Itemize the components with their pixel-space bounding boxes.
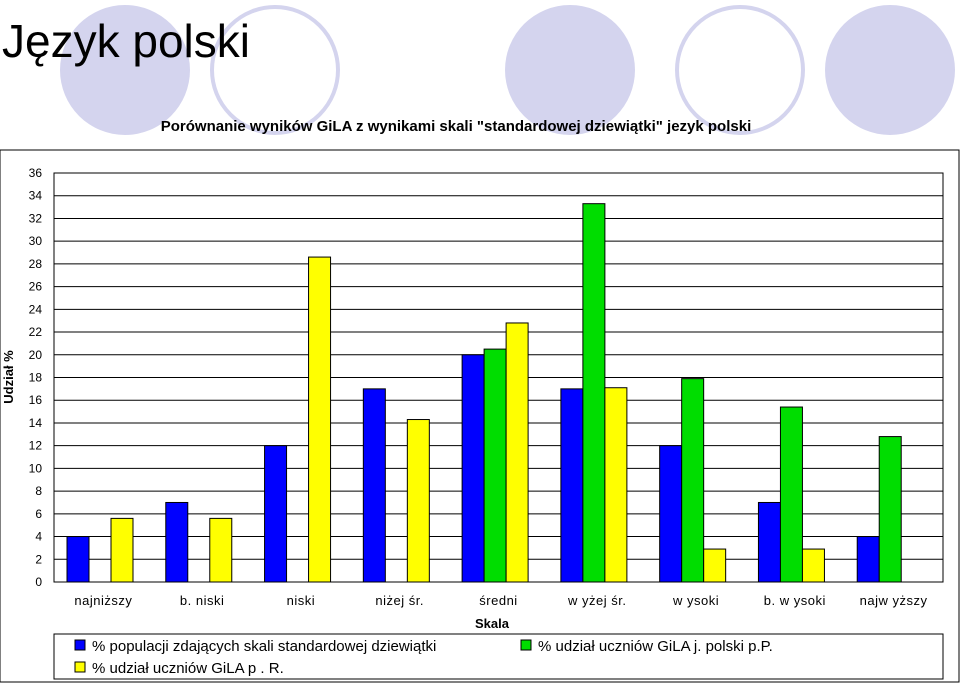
y-tick-label: 8 — [35, 484, 42, 498]
x-tick-label: najniższy — [74, 593, 132, 608]
decor-circle — [505, 5, 635, 135]
y-tick-label: 2 — [35, 552, 42, 566]
y-tick-label: 22 — [29, 325, 43, 339]
y-tick-label: 18 — [29, 371, 43, 385]
legend-swatch — [74, 661, 86, 673]
y-tick-label: 26 — [29, 280, 43, 294]
x-tick-label: b. w ysoki — [764, 593, 826, 608]
y-tick-label: 20 — [29, 348, 43, 362]
bar — [461, 354, 485, 583]
bar — [582, 203, 606, 583]
y-axis-title: Udział % — [1, 350, 16, 404]
bar — [209, 517, 233, 583]
y-tick-label: 32 — [29, 211, 43, 225]
x-tick-label: b. niski — [180, 593, 224, 608]
bar — [604, 387, 628, 583]
y-tick-label: 30 — [29, 234, 43, 248]
y-tick-label: 34 — [29, 189, 43, 203]
y-tick-label: 28 — [29, 257, 43, 271]
x-tick-label: niżej śr. — [375, 593, 424, 608]
y-tick-label: 14 — [29, 416, 43, 430]
legend-swatch — [520, 639, 532, 651]
x-tick-label: średni — [479, 593, 517, 608]
bar — [165, 501, 189, 583]
decor-circle — [825, 5, 955, 135]
bar — [779, 406, 803, 583]
legend: % populacji zdających skali standardowej… — [74, 638, 773, 677]
bar — [703, 548, 727, 583]
x-axis-title: Skala — [475, 616, 510, 631]
x-tick-labels: najniższy b. niski niski niżej śr. średni w y… — [74, 593, 927, 608]
slide-title: Język polski — [2, 15, 250, 67]
y-tick-label: 4 — [35, 530, 42, 544]
y-tick-label: 24 — [29, 302, 43, 316]
bar — [856, 536, 880, 583]
bars — [66, 203, 902, 583]
bar — [560, 388, 584, 583]
x-tick-label: najw yższy — [860, 593, 928, 608]
legend-swatch — [74, 639, 86, 651]
y-tick-label: 36 — [29, 166, 43, 180]
bar — [659, 445, 683, 583]
bar — [406, 419, 430, 583]
y-tick-label: 10 — [29, 461, 43, 475]
bar — [66, 536, 90, 583]
bar — [505, 322, 529, 583]
bar — [362, 388, 386, 583]
y-tick-label: 12 — [29, 439, 43, 453]
decor-circle-outline — [675, 5, 805, 135]
x-tick-label: w ysoki — [672, 593, 719, 608]
x-tick-label: w yżej śr. — [567, 593, 626, 608]
legend-label: % populacji zdających skali standardowej… — [92, 638, 436, 655]
y-tick-label: 0 — [35, 575, 42, 589]
decor-circle — [60, 5, 190, 135]
bar — [308, 256, 332, 583]
bar — [681, 378, 705, 583]
bar — [801, 548, 825, 583]
legend-label: % udział uczniów GiLA j. polski p.P. — [538, 638, 773, 655]
bar — [110, 517, 134, 583]
y-tick-label: 16 — [29, 393, 43, 407]
bar — [483, 348, 507, 583]
legend-box — [53, 633, 944, 680]
decor-circle-outline — [210, 5, 340, 135]
bar — [757, 501, 781, 583]
chart-title: Porównanie wyników GiLA z wynikami skali… — [161, 118, 752, 135]
bar — [878, 436, 902, 583]
x-tick-label: niski — [287, 593, 316, 608]
legend-label: % udział uczniów GiLA p . R. — [92, 660, 284, 677]
bar — [264, 445, 288, 583]
y-tick-label: 6 — [35, 507, 42, 521]
